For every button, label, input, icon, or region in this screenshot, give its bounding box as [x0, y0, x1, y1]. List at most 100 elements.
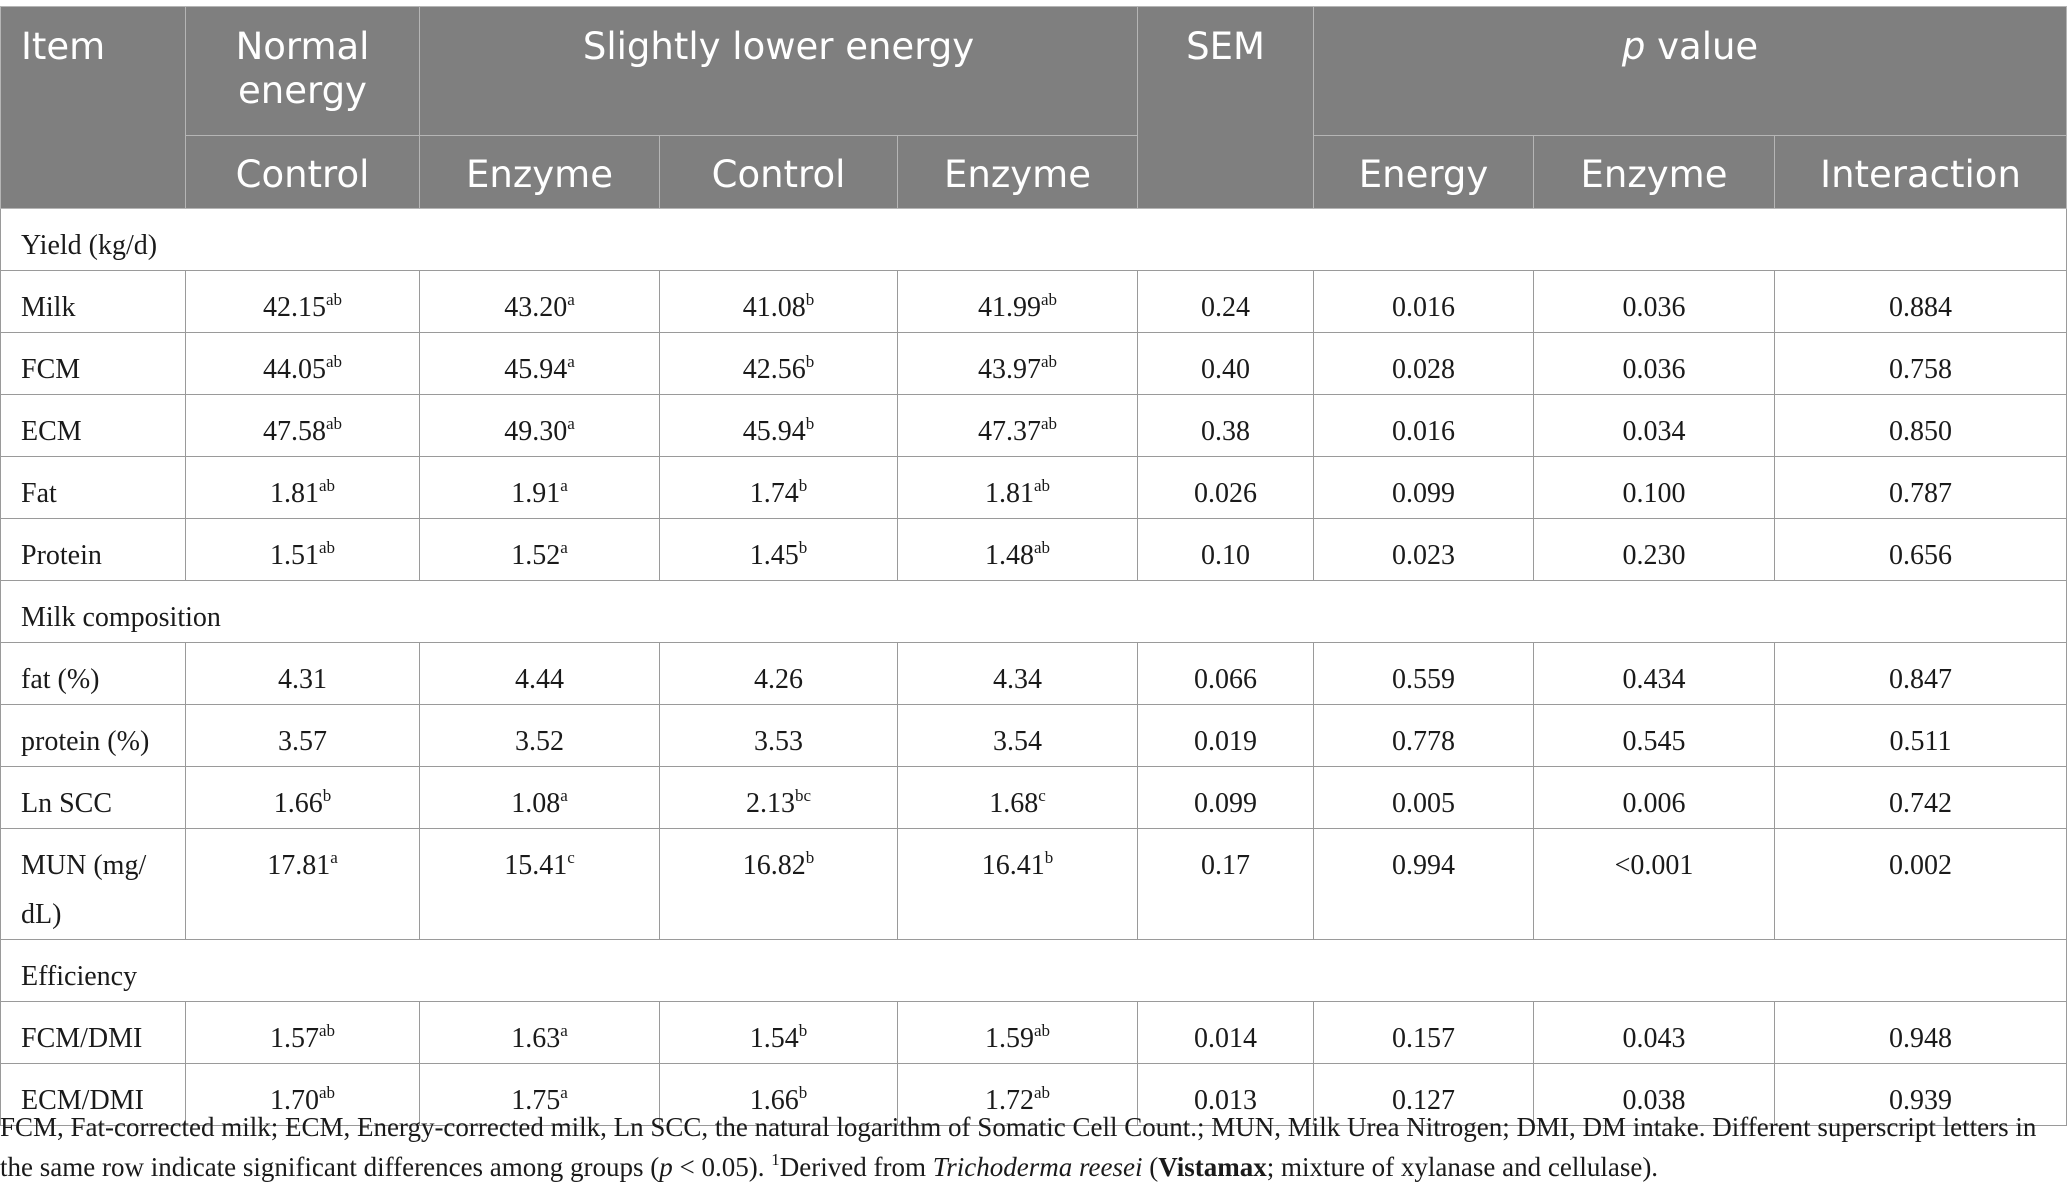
cell-p-interaction: 0.758 — [1774, 332, 2068, 395]
row-label: ECM/DMI — [0, 1063, 186, 1126]
cell-p-interaction: 0.850 — [1774, 394, 2068, 457]
cell-p-enzyme: 0.230 — [1533, 518, 1776, 581]
cell-value: 1.08a — [419, 766, 660, 829]
cell-p-interaction: 0.656 — [1774, 518, 2068, 581]
header-p-letter: p — [1621, 25, 1646, 68]
row-label: Ln SCC — [0, 766, 186, 829]
table-row: Milk 42.15ab 43.20a 41.08b 41.99ab 0.24 … — [0, 270, 2068, 333]
cell-value: 17.81a — [185, 828, 420, 940]
table-row: Fat 1.81ab 1.91a 1.74b 1.81ab 0.026 0.09… — [0, 456, 2068, 519]
cell-value: 16.82b — [659, 828, 898, 940]
cell-p-energy: 0.778 — [1313, 704, 1535, 767]
subheader-p-energy: Energy — [1313, 135, 1535, 209]
header-sem: SEM — [1137, 6, 1315, 209]
cell-p-interaction: 0.002 — [1774, 828, 2068, 940]
cell-p-energy: 0.127 — [1313, 1063, 1535, 1126]
subheader-p-interaction: Interaction — [1774, 135, 2068, 209]
cell-p-enzyme: 0.036 — [1533, 332, 1776, 395]
cell-value: 3.52 — [419, 704, 660, 767]
cell-value: 1.51ab — [185, 518, 420, 581]
table-row: fat (%) 4.31 4.44 4.26 4.34 0.066 0.559 … — [0, 642, 2068, 705]
cell-value: 16.41b — [896, 828, 1139, 940]
cell-sem: 0.019 — [1137, 704, 1315, 767]
cell-value: 15.41c — [419, 828, 660, 940]
cell-value: 1.91a — [419, 456, 660, 519]
header-p-value: p value — [1313, 6, 2068, 136]
cell-value: 41.08b — [659, 270, 898, 333]
cell-sem: 0.38 — [1137, 394, 1315, 457]
cell-sem: 0.24 — [1137, 270, 1315, 333]
cell-value: 1.66b — [659, 1063, 898, 1126]
header-p-rest: value — [1645, 25, 1759, 68]
cell-p-interaction: 0.884 — [1774, 270, 2068, 333]
header-slightly-lower-energy: Slightly lower energy — [418, 6, 1139, 136]
cell-p-interaction: 0.847 — [1774, 642, 2068, 705]
cell-p-energy: 0.016 — [1313, 394, 1535, 457]
cell-p-energy: 0.099 — [1313, 456, 1535, 519]
row-label: FCM/DMI — [0, 1001, 186, 1064]
cell-p-energy: 0.028 — [1313, 332, 1535, 395]
cell-p-energy: 0.994 — [1313, 828, 1535, 940]
subheader-control-low: Control — [659, 135, 898, 209]
cell-value: 42.15ab — [185, 270, 420, 333]
section-row-composition: Milk composition — [0, 580, 2068, 643]
section-row-yield: Yield (kg/d) — [0, 208, 2068, 271]
table-row: ECM 47.58ab 49.30a 45.94b 47.37ab 0.38 0… — [0, 394, 2068, 457]
cell-p-energy: 0.023 — [1313, 518, 1535, 581]
cell-p-interaction: 0.511 — [1774, 704, 2068, 767]
cell-sem: 0.066 — [1137, 642, 1315, 705]
subheader-enzyme-low-2: Enzyme — [896, 135, 1139, 209]
table-row: FCM/DMI 1.57ab 1.63a 1.54b 1.59ab 0.014 … — [0, 1001, 2068, 1064]
cell-p-interaction: 0.742 — [1774, 766, 2068, 829]
cell-p-enzyme: 0.036 — [1533, 270, 1776, 333]
section-label-yield: Yield (kg/d) — [0, 208, 2068, 271]
row-label: fat (%) — [0, 642, 186, 705]
section-label-efficiency: Efficiency — [0, 939, 2068, 1002]
row-label: ECM — [0, 394, 186, 457]
cell-p-energy: 0.559 — [1313, 642, 1535, 705]
cell-sem: 0.17 — [1137, 828, 1315, 940]
cell-value: 1.75a — [419, 1063, 660, 1126]
table-row: Protein 1.51ab 1.52a 1.45b 1.48ab 0.10 0… — [0, 518, 2068, 581]
cell-p-energy: 0.157 — [1313, 1001, 1535, 1064]
cell-value: 3.57 — [185, 704, 420, 767]
cell-p-enzyme: 0.034 — [1533, 394, 1776, 457]
cell-value: 1.66b — [185, 766, 420, 829]
cell-p-enzyme: 0.038 — [1533, 1063, 1776, 1126]
cell-value: 1.63a — [419, 1001, 660, 1064]
table-row: Ln SCC 1.66b 1.08a 2.13bc 1.68c 0.099 0.… — [0, 766, 2068, 829]
cell-p-enzyme: 0.545 — [1533, 704, 1776, 767]
cell-value: 1.70ab — [185, 1063, 420, 1126]
table-row: protein (%) 3.57 3.52 3.53 3.54 0.019 0.… — [0, 704, 2068, 767]
cell-sem: 0.026 — [1137, 456, 1315, 519]
row-label: protein (%) — [0, 704, 186, 767]
cell-value: 3.53 — [659, 704, 898, 767]
cell-value: 1.59ab — [896, 1001, 1139, 1064]
cell-value: 1.81ab — [185, 456, 420, 519]
row-label: Protein — [0, 518, 186, 581]
header-normal-energy: Normal energy — [185, 6, 420, 136]
cell-value: 43.97ab — [896, 332, 1139, 395]
cell-value: 47.37ab — [896, 394, 1139, 457]
cell-p-energy: 0.016 — [1313, 270, 1535, 333]
cell-p-enzyme: 0.043 — [1533, 1001, 1776, 1064]
cell-value: 41.99ab — [896, 270, 1139, 333]
cell-value: 1.45b — [659, 518, 898, 581]
row-label: Milk — [0, 270, 186, 333]
cell-value: 1.57ab — [185, 1001, 420, 1064]
cell-value: 42.56b — [659, 332, 898, 395]
cell-sem: 0.014 — [1137, 1001, 1315, 1064]
table-row: ECM/DMI 1.70ab 1.75a 1.66b 1.72ab 0.013 … — [0, 1063, 2068, 1126]
cell-p-enzyme: <0.001 — [1533, 828, 1776, 940]
cell-p-enzyme: 0.100 — [1533, 456, 1776, 519]
cell-p-interaction: 0.787 — [1774, 456, 2068, 519]
subheader-p-enzyme: Enzyme — [1533, 135, 1776, 209]
cell-sem: 0.40 — [1137, 332, 1315, 395]
cell-value: 45.94b — [659, 394, 898, 457]
subheader-enzyme-low: Enzyme — [419, 135, 660, 209]
section-row-efficiency: Efficiency — [0, 939, 2068, 1002]
cell-value: 4.34 — [896, 642, 1139, 705]
cell-value: 1.54b — [659, 1001, 898, 1064]
section-label-composition: Milk composition — [0, 580, 2068, 643]
cell-value: 43.20a — [419, 270, 660, 333]
